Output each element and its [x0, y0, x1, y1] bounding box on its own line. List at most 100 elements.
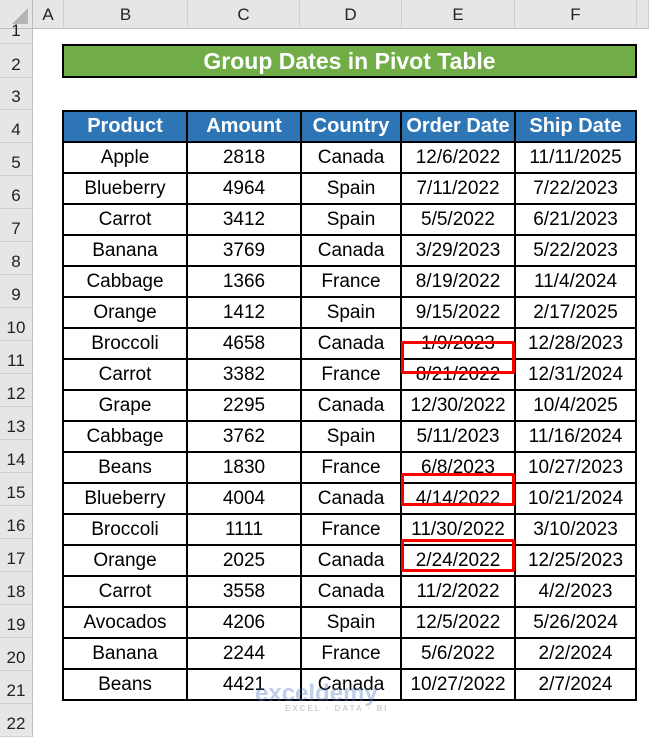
- cell-product[interactable]: Carrot: [62, 575, 188, 608]
- cell-order-date[interactable]: 12/5/2022: [400, 606, 516, 639]
- row-header-14[interactable]: 14: [0, 440, 33, 473]
- column-header-B[interactable]: B: [64, 0, 188, 29]
- select-all-corner[interactable]: [0, 0, 33, 29]
- cell-order-date[interactable]: 7/11/2022: [400, 172, 516, 205]
- cell-amount[interactable]: 2244: [186, 637, 302, 670]
- cell-country[interactable]: France: [300, 637, 402, 670]
- cell-amount[interactable]: 4004: [186, 482, 302, 515]
- column-header-C[interactable]: C: [188, 0, 300, 29]
- cell-amount[interactable]: 3769: [186, 234, 302, 267]
- row-header-12[interactable]: 12: [0, 374, 33, 407]
- cell-amount[interactable]: 4964: [186, 172, 302, 205]
- cell-order-date[interactable]: 6/8/2023: [400, 451, 516, 484]
- cell-ship-date[interactable]: 12/25/2023: [514, 544, 637, 577]
- cell-product[interactable]: Avocados: [62, 606, 188, 639]
- row-header-13[interactable]: 13: [0, 407, 33, 440]
- cell-amount[interactable]: 1830: [186, 451, 302, 484]
- cell-ship-date[interactable]: 10/21/2024: [514, 482, 637, 515]
- row-header-21[interactable]: 21: [0, 671, 33, 704]
- row-header-8[interactable]: 8: [0, 242, 33, 275]
- cell-amount[interactable]: 4658: [186, 327, 302, 360]
- cell-amount[interactable]: 1111: [186, 513, 302, 546]
- row-header-2[interactable]: 2: [0, 44, 33, 78]
- cell-amount[interactable]: 2025: [186, 544, 302, 577]
- cell-product[interactable]: Grape: [62, 389, 188, 422]
- cell-order-date[interactable]: 9/15/2022: [400, 296, 516, 329]
- cell-amount[interactable]: 3558: [186, 575, 302, 608]
- row-header-18[interactable]: 18: [0, 572, 33, 605]
- cell-country[interactable]: Spain: [300, 203, 402, 236]
- row-header-20[interactable]: 20: [0, 638, 33, 671]
- cell-ship-date[interactable]: 10/27/2023: [514, 451, 637, 484]
- cell-amount[interactable]: 3762: [186, 420, 302, 453]
- cell-country[interactable]: France: [300, 451, 402, 484]
- row-header-15[interactable]: 15: [0, 473, 33, 506]
- cell-amount[interactable]: 2295: [186, 389, 302, 422]
- cell-country[interactable]: Spain: [300, 172, 402, 205]
- cell-product[interactable]: Broccoli: [62, 513, 188, 546]
- cell-amount[interactable]: 4421: [186, 668, 302, 701]
- cell-ship-date[interactable]: 11/4/2024: [514, 265, 637, 298]
- cell-ship-date[interactable]: 5/22/2023: [514, 234, 637, 267]
- column-header-E[interactable]: E: [402, 0, 515, 29]
- cell-product[interactable]: Beans: [62, 668, 188, 701]
- cell-product[interactable]: Carrot: [62, 358, 188, 391]
- row-header-3[interactable]: 3: [0, 78, 33, 110]
- cell-product[interactable]: Cabbage: [62, 265, 188, 298]
- cell-order-date[interactable]: 5/5/2022: [400, 203, 516, 236]
- cell-ship-date[interactable]: 11/11/2025: [514, 141, 637, 174]
- cell-country[interactable]: Canada: [300, 482, 402, 515]
- row-header-4[interactable]: 4: [0, 110, 33, 143]
- row-header-16[interactable]: 16: [0, 506, 33, 539]
- cell-order-date[interactable]: 12/6/2022: [400, 141, 516, 174]
- cell-ship-date[interactable]: 2/2/2024: [514, 637, 637, 670]
- cell-product[interactable]: Broccoli: [62, 327, 188, 360]
- row-header-19[interactable]: 19: [0, 605, 33, 638]
- cell-order-date[interactable]: 3/29/2023: [400, 234, 516, 267]
- cell-ship-date[interactable]: 5/26/2024: [514, 606, 637, 639]
- cell-product[interactable]: Apple: [62, 141, 188, 174]
- cell-product[interactable]: Carrot: [62, 203, 188, 236]
- cell-amount[interactable]: 4206: [186, 606, 302, 639]
- cell-country[interactable]: Spain: [300, 606, 402, 639]
- row-header-1[interactable]: 1: [0, 21, 33, 44]
- cell-product[interactable]: Orange: [62, 544, 188, 577]
- cell-ship-date[interactable]: 4/2/2023: [514, 575, 637, 608]
- column-header-F[interactable]: F: [515, 0, 637, 29]
- cell-product[interactable]: Cabbage: [62, 420, 188, 453]
- cell-product[interactable]: Banana: [62, 637, 188, 670]
- cell-ship-date[interactable]: 7/22/2023: [514, 172, 637, 205]
- cell-country[interactable]: Canada: [300, 668, 402, 701]
- cell-ship-date[interactable]: 2/17/2025: [514, 296, 637, 329]
- cell-ship-date[interactable]: 3/10/2023: [514, 513, 637, 546]
- row-header-5[interactable]: 5: [0, 143, 33, 176]
- cell-country[interactable]: Canada: [300, 575, 402, 608]
- row-header-17[interactable]: 17: [0, 539, 33, 572]
- cell-order-date[interactable]: 11/2/2022: [400, 575, 516, 608]
- cell-ship-date[interactable]: 12/31/2024: [514, 358, 637, 391]
- cell-country[interactable]: Spain: [300, 296, 402, 329]
- cell-product[interactable]: Blueberry: [62, 172, 188, 205]
- row-header-11[interactable]: 11: [0, 341, 33, 374]
- cell-country[interactable]: Canada: [300, 141, 402, 174]
- cell-ship-date[interactable]: 10/4/2025: [514, 389, 637, 422]
- cell-country[interactable]: France: [300, 265, 402, 298]
- row-header-22[interactable]: 22: [0, 704, 33, 737]
- cell-product[interactable]: Beans: [62, 451, 188, 484]
- cell-order-date[interactable]: 5/6/2022: [400, 637, 516, 670]
- cell-country[interactable]: Spain: [300, 420, 402, 453]
- cell-country[interactable]: Canada: [300, 389, 402, 422]
- cell-country[interactable]: France: [300, 358, 402, 391]
- row-header-6[interactable]: 6: [0, 176, 33, 209]
- cell-order-date[interactable]: 8/21/2022: [400, 358, 516, 391]
- cell-amount[interactable]: 3382: [186, 358, 302, 391]
- cell-country[interactable]: France: [300, 513, 402, 546]
- row-header-7[interactable]: 7: [0, 209, 33, 242]
- cell-country[interactable]: Canada: [300, 234, 402, 267]
- cell-order-date[interactable]: 12/30/2022: [400, 389, 516, 422]
- cell-amount[interactable]: 1366: [186, 265, 302, 298]
- row-header-10[interactable]: 10: [0, 308, 33, 341]
- cell-country[interactable]: Canada: [300, 327, 402, 360]
- cell-order-date[interactable]: 8/19/2022: [400, 265, 516, 298]
- cell-ship-date[interactable]: 11/16/2024: [514, 420, 637, 453]
